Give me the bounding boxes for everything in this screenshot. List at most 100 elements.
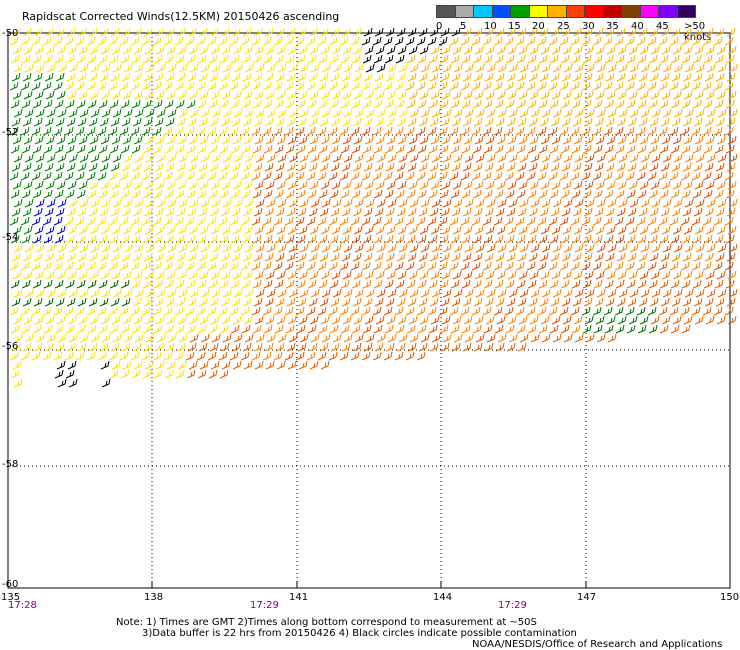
wind-barb bbox=[681, 144, 691, 154]
wind-barb bbox=[617, 315, 627, 325]
wind-barb bbox=[438, 81, 448, 91]
wind-barb bbox=[570, 216, 580, 226]
wind-barb bbox=[463, 45, 473, 55]
wind-barb bbox=[309, 270, 319, 280]
wind-barb bbox=[21, 279, 31, 289]
time-label-2: 17:29 bbox=[250, 600, 279, 611]
wind-barb bbox=[87, 144, 97, 154]
wind-barb bbox=[286, 72, 296, 82]
wind-barb bbox=[671, 72, 681, 82]
wind-barb bbox=[517, 342, 527, 352]
wind-barb bbox=[66, 297, 76, 307]
wind-barb bbox=[299, 63, 309, 73]
wind-barb bbox=[573, 270, 583, 280]
wind-barb bbox=[626, 144, 636, 154]
wind-barb bbox=[252, 189, 262, 199]
wind-barb bbox=[68, 63, 78, 73]
wind-barb bbox=[717, 288, 727, 298]
wind-barb bbox=[321, 153, 331, 163]
wind-barb bbox=[174, 351, 184, 361]
wind-barb bbox=[21, 234, 31, 244]
wind-barb bbox=[321, 243, 331, 253]
wind-barb bbox=[680, 36, 690, 46]
wind-barb bbox=[430, 225, 440, 235]
wind-barb bbox=[22, 252, 32, 262]
wind-barb bbox=[90, 108, 100, 118]
wind-barb bbox=[361, 36, 371, 46]
wind-barb bbox=[174, 171, 184, 181]
wind-barb bbox=[629, 153, 639, 163]
wind-barb bbox=[551, 135, 561, 145]
wind-barb bbox=[702, 261, 712, 271]
wind-barb bbox=[31, 216, 41, 226]
wind-barb bbox=[45, 315, 55, 325]
wind-barb bbox=[372, 261, 382, 271]
wind-barb bbox=[262, 306, 272, 316]
wind-barb bbox=[130, 261, 140, 271]
wind-barb bbox=[242, 162, 252, 172]
wind-barb bbox=[365, 63, 375, 73]
wind-barb bbox=[693, 27, 703, 37]
wind-barb bbox=[603, 216, 613, 226]
wind-barb bbox=[439, 279, 449, 289]
wind-barb bbox=[375, 45, 385, 55]
wind-barb bbox=[177, 45, 187, 55]
wind-barb bbox=[563, 333, 573, 343]
wind-barb bbox=[705, 315, 715, 325]
wind-barb bbox=[110, 117, 120, 127]
wind-barb bbox=[407, 252, 417, 262]
wind-barb bbox=[450, 99, 460, 109]
wind-barb bbox=[603, 306, 613, 316]
wind-barb bbox=[99, 162, 109, 172]
wind-barb bbox=[156, 108, 166, 118]
wind-barb bbox=[79, 108, 89, 118]
wind-barb bbox=[175, 279, 185, 289]
wind-barb bbox=[507, 270, 517, 280]
wind-barb bbox=[464, 153, 474, 163]
wind-barb bbox=[275, 27, 285, 37]
wind-barb bbox=[24, 333, 34, 343]
wind-barb bbox=[629, 63, 639, 73]
wind-barb bbox=[529, 135, 539, 145]
wind-barb bbox=[144, 45, 154, 55]
wind-barb bbox=[120, 144, 130, 154]
wind-barb bbox=[682, 72, 692, 82]
wind-barb bbox=[387, 333, 397, 343]
wind-barb bbox=[607, 153, 617, 163]
wind-barb bbox=[210, 360, 220, 370]
wind-barb bbox=[309, 45, 319, 55]
wind-barb bbox=[199, 45, 209, 55]
wind-barb bbox=[77, 342, 87, 352]
wind-barb bbox=[112, 333, 122, 343]
wind-barb bbox=[198, 27, 208, 37]
wind-barb bbox=[717, 153, 727, 163]
wind-barb bbox=[603, 81, 613, 91]
wind-barb bbox=[407, 72, 417, 82]
wind-barb bbox=[516, 279, 526, 289]
wind-barb bbox=[132, 72, 142, 82]
wind-barb bbox=[65, 234, 75, 244]
wind-barb bbox=[275, 342, 285, 352]
wind-barb bbox=[519, 288, 529, 298]
wind-barb bbox=[405, 81, 415, 91]
wind-barb bbox=[594, 72, 604, 82]
wind-barb bbox=[592, 306, 602, 316]
wind-barb bbox=[427, 171, 437, 181]
wind-barb bbox=[252, 144, 262, 154]
wind-barb bbox=[616, 252, 626, 262]
wind-barb bbox=[450, 279, 460, 289]
wind-barb bbox=[449, 306, 459, 316]
wind-barb bbox=[97, 216, 107, 226]
wind-barb bbox=[585, 198, 595, 208]
wind-barb bbox=[573, 45, 583, 55]
wind-barb bbox=[286, 27, 296, 37]
wind-barb bbox=[671, 297, 681, 307]
wind-barb bbox=[460, 81, 470, 91]
wind-barb bbox=[68, 153, 78, 163]
wind-barb bbox=[594, 162, 604, 172]
wind-barb bbox=[702, 171, 712, 181]
wind-barb bbox=[120, 324, 130, 334]
wind-barb bbox=[449, 216, 459, 226]
wind-barb bbox=[385, 162, 395, 172]
wind-barb bbox=[241, 189, 251, 199]
